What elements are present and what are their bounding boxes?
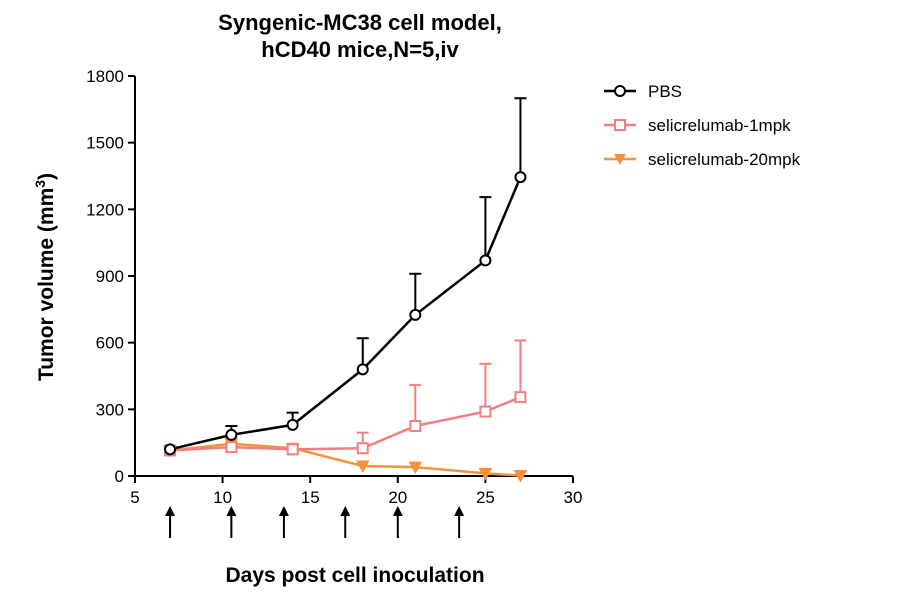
axes	[134, 76, 573, 477]
dosing-arrows	[165, 506, 465, 538]
y-tick-label: 1200	[86, 200, 124, 219]
data-point	[164, 443, 177, 456]
series-line	[169, 176, 522, 451]
data-point	[478, 467, 493, 481]
legend-label: selicrelumab-1mpk	[648, 116, 791, 135]
y-tick-label: 1800	[86, 67, 124, 86]
y-axis-ticks: 0 300 600 900 1200 1500 1800	[86, 67, 135, 486]
x-axis-label: Days post cell inoculation	[225, 564, 484, 587]
legend: PBS selicrelumab-1mpk selicrelumab-20mpk	[604, 82, 801, 169]
y-axis-label-suffix: )	[35, 173, 58, 180]
y-tick-label: 300	[96, 400, 124, 419]
legend-marker	[614, 85, 626, 97]
data-point	[514, 171, 527, 184]
y-axis-label-superscript: 3	[32, 180, 48, 188]
dosing-arrow-head	[454, 506, 465, 516]
y-axis-label: Tumor volume (mm3)	[32, 173, 58, 381]
data-point	[225, 428, 238, 441]
y-tick-label: 900	[96, 267, 124, 286]
chart-title-line-1: Syngenic-MC38 cell model,	[218, 10, 502, 35]
data-point	[409, 308, 422, 321]
y-tick-label: 0	[115, 467, 124, 486]
data-point	[409, 420, 422, 432]
error-bars	[225, 97, 527, 450]
dosing-arrow-head	[278, 506, 289, 516]
x-tick-label: 25	[476, 488, 495, 507]
data-point	[225, 441, 238, 454]
dosing-arrow-head	[340, 506, 351, 516]
data-point	[479, 405, 492, 418]
data-point	[408, 461, 423, 475]
data-point	[513, 470, 528, 483]
legend-label: selicrelumab-20mpk	[648, 150, 801, 169]
legend-marker	[614, 154, 626, 165]
x-tick-label: 20	[388, 488, 407, 507]
data-point	[286, 418, 299, 431]
dosing-arrow-head	[165, 506, 176, 516]
data-point	[286, 443, 299, 456]
series-markers	[163, 171, 528, 483]
data-point	[479, 254, 492, 267]
dosing-arrow-head	[226, 506, 237, 516]
legend-marker	[614, 119, 626, 131]
data-point	[356, 363, 369, 376]
data-point	[355, 460, 370, 474]
legend-label: PBS	[648, 82, 682, 101]
series-lines	[169, 176, 522, 477]
data-point	[356, 442, 369, 455]
y-tick-label: 600	[96, 334, 124, 353]
dosing-arrow-head	[392, 506, 403, 516]
data-point	[514, 391, 527, 404]
x-tick-label: 30	[564, 488, 583, 507]
x-tick-label: 10	[213, 488, 232, 507]
x-axis-ticks: 5 10 15 20 25 30	[130, 476, 582, 507]
series-line	[169, 395, 521, 452]
chart-title-line-2: hCD40 mice,N=5,iv	[261, 37, 459, 62]
x-tick-label: 15	[301, 488, 320, 507]
y-tick-label: 1500	[86, 134, 124, 153]
x-tick-label: 5	[130, 488, 139, 507]
